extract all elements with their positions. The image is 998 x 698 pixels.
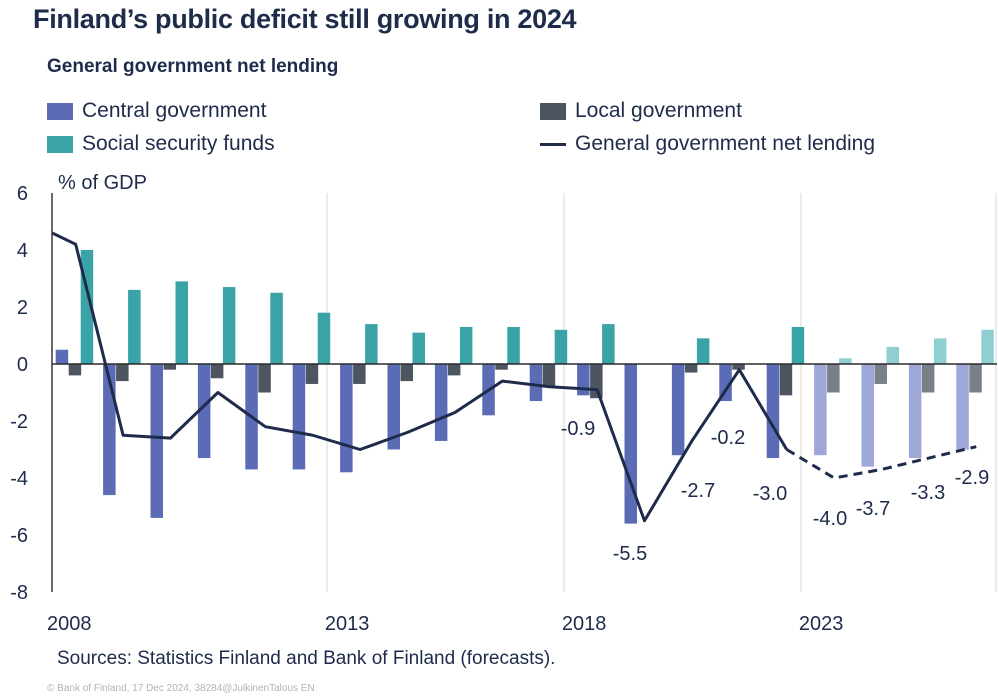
data-label-2027: -2.9	[955, 467, 989, 489]
source-note: Sources: Statistics Finland and Bank of …	[57, 648, 556, 669]
bar-local-government-2022	[732, 364, 745, 370]
y-tick-label-6: 6	[17, 183, 28, 205]
x-tick-label-2018: 2018	[562, 613, 607, 635]
bar-local-government-2023	[779, 364, 793, 396]
bar-social-security-funds-2012	[270, 292, 283, 364]
bar-social-security-funds-2018	[554, 329, 568, 364]
bar-central-government-2014	[340, 364, 353, 473]
bar-local-government-2013	[305, 364, 319, 384]
bar-social-security-funds-2009	[128, 289, 141, 364]
legend-label-social: Social security funds	[82, 132, 275, 155]
legend-label-local: Local government	[575, 99, 742, 122]
axis-layer: 6 4 2 0 -2 -4 -6 -8 % of GDP 2008 2013 2018 2023	[10, 172, 997, 635]
bar-social-security-funds-2010	[175, 281, 188, 364]
legend-label-line: General government net lending	[575, 132, 876, 155]
bar-central-government-2024	[814, 364, 827, 456]
bar-central-government-2019	[577, 364, 590, 396]
chart-subtitle: General government net lending	[47, 56, 339, 77]
bar-central-government-2021	[671, 364, 685, 456]
y-axis-label: % of GDP	[58, 172, 147, 194]
bar-local-government-2017	[495, 364, 508, 370]
bar-local-government-2024	[827, 364, 840, 393]
legend-label-central: Central government	[82, 99, 267, 122]
data-label-2020: -5.5	[613, 543, 647, 565]
bar-social-security-funds-2016	[459, 326, 473, 364]
data-label-2019: -0.9	[561, 418, 595, 440]
bar-local-government-2008	[68, 364, 82, 376]
bar-central-government-2010	[150, 364, 163, 518]
legend-item-central: Central government	[47, 98, 266, 124]
bar-local-government-2025	[874, 364, 887, 384]
legend-item-local: Local government	[540, 98, 742, 124]
data-label-2025: -3.7	[856, 498, 890, 520]
bar-central-government-2013	[292, 364, 306, 470]
bar-local-government-2010	[163, 364, 176, 370]
legend-swatch-local	[540, 102, 566, 120]
bar-central-government-2027	[956, 364, 969, 450]
bar-local-government-2026	[921, 364, 935, 393]
data-label-2026: -3.3	[911, 482, 945, 504]
bar-social-security-funds-2017	[507, 326, 520, 364]
bar-social-security-funds-2011	[222, 287, 236, 364]
bar-central-government-2008	[55, 349, 69, 364]
y-tick-label--4: -4	[10, 468, 28, 490]
bar-central-government-2016	[434, 364, 448, 441]
x-tick-label-2008: 2008	[47, 613, 92, 635]
bar-social-security-funds-2014	[365, 324, 378, 364]
bar-central-government-2023	[766, 364, 780, 459]
x-tick-label-2023: 2023	[799, 613, 844, 635]
y-tick-label--2: -2	[10, 411, 28, 433]
bar-social-security-funds-2024	[839, 358, 852, 364]
bar-local-government-2027	[969, 364, 982, 393]
bar-central-government-2011	[197, 364, 211, 459]
label-layer: -0.9 -5.5 -2.7 -0.2 -3.0 -4.0 -3.7 -3.3 -2.9	[561, 418, 989, 565]
bar-local-government-2011	[210, 364, 224, 379]
bars-layer	[55, 250, 994, 524]
bar-social-security-funds-2023	[791, 326, 805, 364]
bar-local-government-2012	[258, 364, 271, 393]
legend-swatch-line	[540, 142, 566, 146]
data-label-2022: -0.2	[711, 427, 745, 449]
bar-central-government-2022	[719, 364, 732, 402]
bar-local-government-2009	[116, 364, 129, 382]
bar-social-security-funds-2021	[696, 338, 710, 364]
net-lending-line	[51, 231, 788, 523]
bar-social-security-funds-2015	[412, 332, 425, 364]
bar-local-government-2018	[542, 364, 556, 387]
bar-local-government-2021	[684, 364, 698, 373]
legend-item-line: General government net lending	[540, 131, 875, 157]
chart-title: Finland’s public deficit still growing i…	[33, 4, 577, 34]
y-tick-label-4: 4	[17, 240, 28, 262]
legend-item-social: Social security funds	[47, 131, 275, 157]
bar-local-government-2014	[353, 364, 366, 384]
bar-social-security-funds-2025	[886, 346, 899, 364]
net-lending-forecast-line	[785, 445, 977, 480]
bar-central-government-2015	[387, 364, 400, 450]
line-layer	[51, 231, 977, 523]
bar-social-security-funds-2027	[981, 329, 994, 364]
bar-social-security-funds-2019	[602, 324, 615, 364]
data-label-2021: -2.7	[681, 480, 715, 502]
bar-local-government-2016	[447, 364, 461, 376]
x-tick-label-2013: 2013	[325, 613, 370, 635]
bar-social-security-funds-2026	[933, 338, 947, 364]
bar-central-government-2025	[861, 364, 874, 467]
data-label-2024: -4.0	[813, 508, 847, 530]
copyright-footer: © Bank of Finland, 17 Dec 2024, 38284@Ju…	[47, 683, 315, 694]
legend-swatch-central	[47, 102, 73, 120]
y-tick-label--8: -8	[10, 582, 28, 604]
bar-central-government-2026	[908, 364, 922, 459]
y-tick-label-0: 0	[17, 354, 28, 376]
legend-swatch-social	[47, 135, 73, 153]
bar-local-government-2019	[590, 364, 603, 399]
bar-local-government-2015	[400, 364, 413, 382]
bar-central-government-2018	[529, 364, 543, 402]
y-tick-label--6: -6	[10, 525, 28, 547]
bar-social-security-funds-2013	[317, 312, 331, 364]
data-label-2023: -3.0	[753, 483, 787, 505]
grid-layer	[326, 193, 997, 592]
y-tick-label-2: 2	[17, 297, 28, 319]
bar-central-government-2020	[624, 364, 637, 524]
